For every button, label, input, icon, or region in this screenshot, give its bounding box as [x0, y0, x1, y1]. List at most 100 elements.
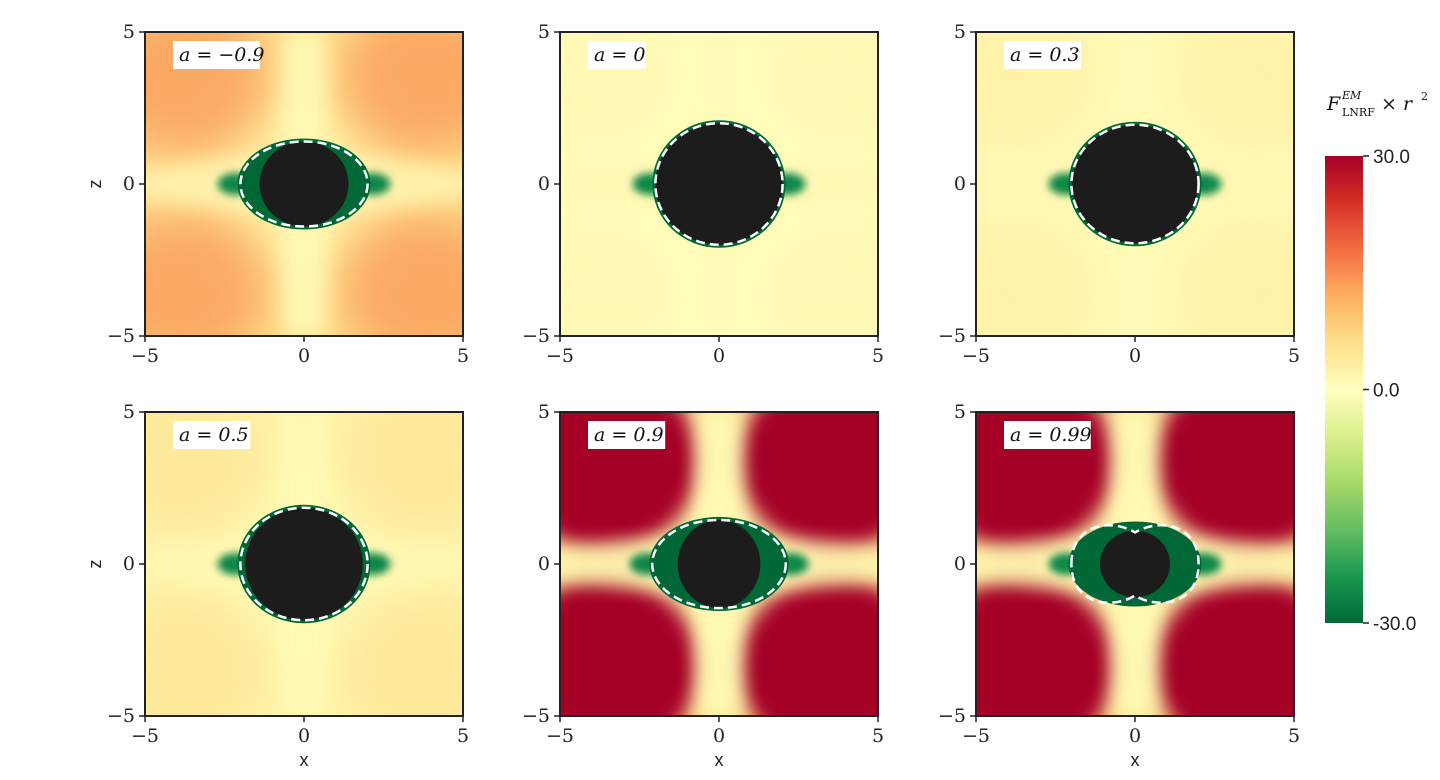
panel-4: −5 0 5 5 0 −5 z x a = 0.5 — [85, 401, 469, 770]
colorbar-tick-label: -30.0 — [1373, 614, 1416, 635]
y-axis-label: z — [85, 560, 105, 569]
y-tick-label: −5 — [938, 705, 966, 727]
spin-label: a = 0.5 — [179, 424, 249, 446]
flux-lobe — [560, 211, 685, 336]
ergosurface-dashed — [239, 140, 369, 228]
panel-6: −5 0 5 5 0 −5 x a = 0.99 — [938, 401, 1300, 770]
y-tick-label: −5 — [107, 705, 135, 727]
x-tick-label: −5 — [131, 725, 159, 747]
flux-lobe — [1169, 32, 1294, 157]
spin-label: a = 0.99 — [1010, 424, 1092, 446]
flux-lobe — [145, 211, 270, 336]
y-tick-label: −5 — [938, 325, 966, 347]
y-tick-label: 5 — [954, 401, 966, 423]
x-axis-label: x — [715, 750, 724, 770]
x-tick-label: −5 — [962, 725, 990, 747]
panel-1: −5 0 5 5 0 −5 z a = −0.9 — [85, 21, 469, 367]
flux-lobe — [560, 577, 700, 716]
colorbar-title-power: 2 — [1421, 90, 1428, 103]
flux-lobe — [1154, 577, 1294, 716]
flux-lobe — [738, 577, 878, 716]
flux-lobe — [753, 211, 878, 336]
x-tick-label: 5 — [457, 725, 469, 747]
field-map — [560, 32, 878, 336]
field-map — [145, 32, 463, 336]
spin-label: a = 0.3 — [1010, 44, 1080, 66]
spin-label-box — [1004, 41, 1082, 69]
colorbar: 30.0 0.0 -30.0 F EM LNRF × r 2 — [1325, 89, 1428, 635]
field-map — [976, 412, 1294, 716]
flux-lobe — [338, 412, 463, 537]
y-tick-label: −5 — [522, 705, 550, 727]
y-tick-label: 0 — [954, 553, 966, 575]
flux-lobe — [1154, 412, 1294, 551]
ergosurface-dashed — [1070, 123, 1200, 245]
x-tick-label: 5 — [872, 345, 884, 367]
flux-lobe — [976, 412, 1116, 551]
spin-label-box — [1004, 421, 1091, 449]
colorbar-title: F EM LNRF × r 2 — [1326, 89, 1428, 119]
x-tick-label: 5 — [1288, 725, 1300, 747]
y-axis-label: z — [85, 180, 105, 189]
horizon-disk — [1072, 124, 1198, 244]
colorbar-title-suffix: × r — [1381, 93, 1414, 115]
panel-grid: −5 0 5 5 0 −5 z a = −0.9 −5 0 5 5 0 −5 a = 0 −5 0 5 5 0 −5 a … — [85, 21, 1300, 770]
y-tick-label: −5 — [107, 325, 135, 347]
colorbar-tick-label: 30.0 — [1373, 147, 1410, 168]
x-tick-label: 0 — [1129, 345, 1141, 367]
horizon-disk — [1100, 530, 1170, 598]
colorbar-tick-label: 0.0 — [1373, 381, 1399, 402]
flux-lobe — [976, 211, 1101, 336]
x-tick-label: −5 — [962, 345, 990, 367]
spin-label: a = 0 — [594, 44, 645, 66]
spin-label-box — [173, 421, 251, 449]
flux-lobe — [145, 591, 270, 716]
x-axis-label: x — [1131, 750, 1140, 770]
flux-lobe — [338, 32, 463, 157]
y-tick-label: 5 — [538, 401, 550, 423]
panel-5: −5 0 5 5 0 −5 x a = 0.9 — [522, 401, 884, 770]
x-tick-label: 5 — [1288, 345, 1300, 367]
flux-lobe — [338, 591, 463, 716]
spin-label: a = 0.9 — [594, 424, 664, 446]
colorbar-title-symbol: F — [1326, 93, 1341, 115]
x-tick-label: 0 — [1129, 725, 1141, 747]
flux-lobe — [753, 32, 878, 157]
field-map — [976, 32, 1294, 336]
y-tick-label: 5 — [954, 21, 966, 43]
horizon-disk — [655, 123, 783, 245]
y-tick-label: 0 — [123, 173, 135, 195]
x-tick-label: 5 — [872, 725, 884, 747]
horizon-disk — [245, 507, 363, 621]
x-tick-label: 0 — [713, 345, 725, 367]
ergosurface-dashed — [1070, 524, 1200, 604]
flux-lobe — [976, 577, 1116, 716]
spin-label: a = −0.9 — [179, 44, 264, 66]
x-tick-label: −5 — [546, 345, 574, 367]
spin-label-box — [588, 421, 666, 449]
colorbar-title-superscript: EM — [1341, 89, 1362, 102]
field-map — [560, 412, 878, 716]
ergosurface-dashed — [239, 506, 369, 622]
flux-lobe — [1169, 211, 1294, 336]
colorbar-gradient — [1325, 156, 1363, 623]
flux-lobe — [338, 211, 463, 336]
colorbar-title-subscript: LNRF — [1342, 106, 1375, 119]
horizon-disk — [677, 519, 761, 609]
y-tick-label: 5 — [538, 21, 550, 43]
y-tick-label: 0 — [954, 173, 966, 195]
y-tick-label: 0 — [538, 173, 550, 195]
y-tick-label: 5 — [123, 21, 135, 43]
x-tick-label: −5 — [131, 345, 159, 367]
y-tick-label: 0 — [538, 553, 550, 575]
y-tick-label: −5 — [522, 325, 550, 347]
x-tick-label: −5 — [546, 725, 574, 747]
spin-label-box — [173, 41, 260, 69]
panel-2: −5 0 5 5 0 −5 a = 0 — [522, 21, 884, 367]
horizon-disk — [259, 141, 349, 227]
ergosurface-dashed — [650, 518, 788, 610]
y-tick-label: 5 — [123, 401, 135, 423]
spin-label-box — [588, 41, 646, 69]
flux-lobe — [738, 412, 878, 551]
